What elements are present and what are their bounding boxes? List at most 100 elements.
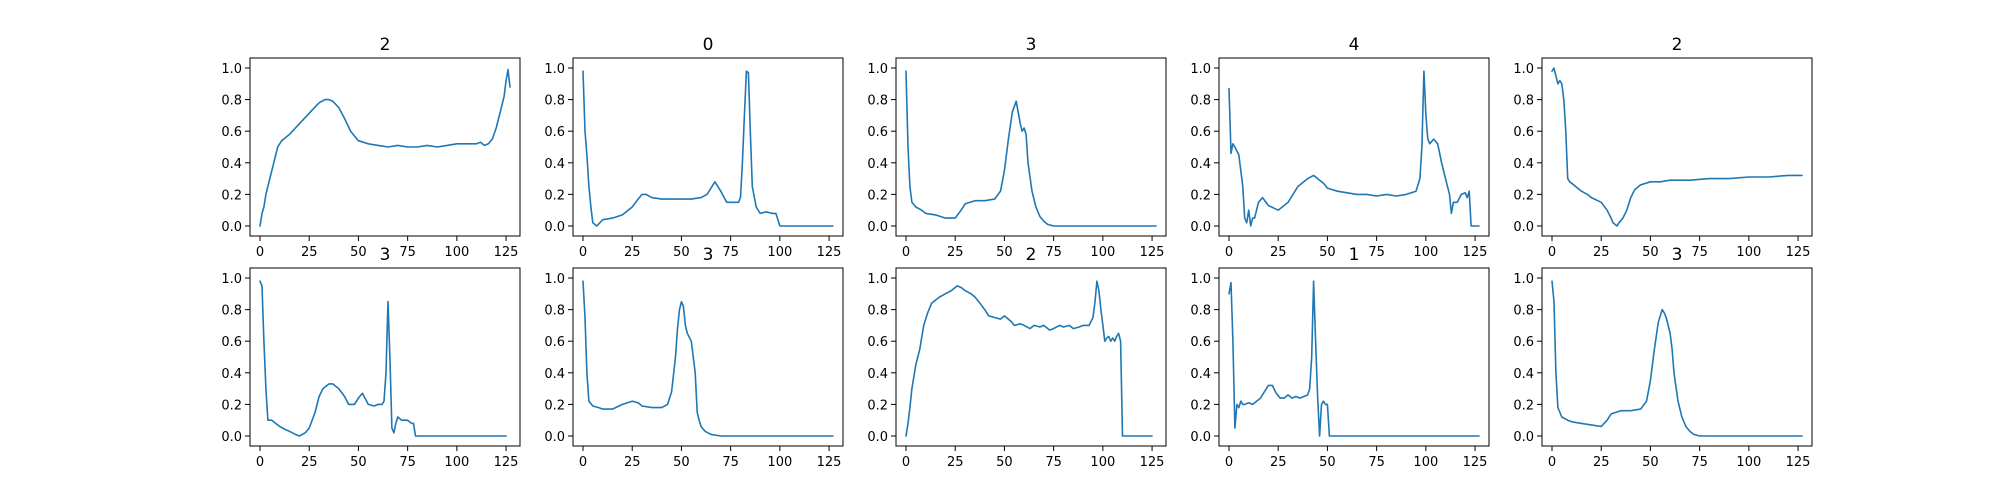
y-tick-label: 0.4 — [1513, 157, 1534, 172]
x-tick-label: 50 — [1319, 455, 1336, 470]
subplot-title: 1 — [1349, 245, 1360, 265]
x-tick-label: 125 — [1786, 455, 1811, 470]
y-tick-label: 0.4 — [221, 157, 242, 172]
x-tick-label: 25 — [1270, 455, 1287, 470]
y-tick-label: 0.2 — [867, 398, 888, 413]
series-line — [1228, 70, 1480, 227]
y-tick-label: 0.0 — [867, 430, 888, 445]
subplot-5: 2 0 25 50 75 100 125 0.0 0.2 0.4 0.6 0.8 1.0 — [1513, 35, 1813, 260]
series-line — [582, 70, 834, 227]
y-tick-label: 1.0 — [221, 62, 242, 77]
axes-frame — [895, 267, 1167, 447]
y-tick-label: 0.0 — [1513, 430, 1534, 445]
x-tick-label: 100 — [767, 455, 792, 470]
x-tick-label: 125 — [1463, 245, 1488, 260]
x-tick-label: 25 — [1270, 245, 1287, 260]
y-tick-label: 0.0 — [544, 220, 565, 235]
x-tick-label: 0 — [579, 245, 587, 260]
y-tick-label: 0.4 — [544, 367, 565, 382]
y-tick-label: 0.0 — [1190, 220, 1211, 235]
subplot-title: 2 — [1672, 35, 1683, 55]
x-tick-label: 50 — [350, 245, 367, 260]
x-tick-label: 100 — [444, 245, 469, 260]
axes-frame — [572, 57, 844, 237]
x-tick-label: 0 — [902, 245, 910, 260]
series-line — [905, 70, 1157, 227]
y-tick-label: 0.4 — [1190, 157, 1211, 172]
x-tick-label: 0 — [579, 455, 587, 470]
x-tick-label: 25 — [947, 455, 964, 470]
series-line — [905, 280, 1153, 437]
series-line — [1551, 67, 1803, 227]
y-tick-label: 0.0 — [221, 220, 242, 235]
x-tick-label: 100 — [1736, 245, 1761, 260]
y-tick-label: 0.8 — [221, 94, 242, 109]
x-tick-label: 125 — [1463, 455, 1488, 470]
y-tick-label: 1.0 — [867, 62, 888, 77]
x-tick-label: 50 — [996, 455, 1013, 470]
y-tick-label: 0.6 — [1190, 335, 1211, 350]
y-tick-label: 0.2 — [544, 188, 565, 203]
axes-frame — [249, 267, 521, 447]
axes-frame — [1218, 57, 1490, 237]
x-tick-label: 0 — [1225, 245, 1233, 260]
series-line — [259, 280, 507, 437]
y-tick-label: 1.0 — [867, 272, 888, 287]
subplot-title: 2 — [1026, 245, 1037, 265]
y-tick-label: 0.6 — [1513, 125, 1534, 140]
x-tick-label: 50 — [350, 455, 367, 470]
y-tick-label: 0.8 — [1190, 94, 1211, 109]
series-line — [1551, 280, 1803, 437]
subplot-10: 3 0 25 50 75 100 125 0.0 0.2 0.4 0.6 0.8 1.0 — [1513, 245, 1813, 470]
x-tick-label: 75 — [1691, 245, 1708, 260]
x-tick-label: 75 — [399, 455, 416, 470]
y-tick-label: 0.2 — [1513, 188, 1534, 203]
series-line — [259, 68, 511, 227]
x-tick-label: 100 — [444, 455, 469, 470]
y-tick-label: 1.0 — [1190, 62, 1211, 77]
subplot-title: 4 — [1349, 35, 1360, 55]
subplot-4: 4 0 25 50 75 100 125 0.0 0.2 0.4 0.6 0.8 1.0 — [1190, 35, 1490, 260]
y-tick-label: 0.8 — [221, 304, 242, 319]
y-tick-label: 0.6 — [544, 125, 565, 140]
subplot-2: 0 0 25 50 75 100 125 0.0 0.2 0.4 0.6 0.8 1.0 — [544, 35, 844, 260]
x-tick-label: 25 — [1593, 455, 1610, 470]
x-tick-label: 25 — [301, 455, 318, 470]
y-tick-label: 1.0 — [221, 272, 242, 287]
x-tick-label: 75 — [1045, 245, 1062, 260]
series-line — [582, 280, 834, 437]
x-tick-label: 0 — [1548, 245, 1556, 260]
y-tick-label: 0.0 — [1513, 220, 1534, 235]
y-tick-label: 0.4 — [221, 367, 242, 382]
y-tick-label: 0.0 — [544, 430, 565, 445]
y-tick-label: 0.8 — [867, 94, 888, 109]
x-tick-label: 75 — [1045, 455, 1062, 470]
y-tick-label: 0.6 — [867, 125, 888, 140]
x-tick-label: 75 — [1368, 455, 1385, 470]
y-tick-label: 0.8 — [1190, 304, 1211, 319]
x-tick-label: 100 — [1736, 455, 1761, 470]
subplot-7: 3 0 25 50 75 100 125 0.0 0.2 0.4 0.6 0.8 1.0 — [544, 245, 844, 470]
axes-frame — [1218, 267, 1490, 447]
y-tick-label: 0.6 — [867, 335, 888, 350]
x-tick-label: 125 — [494, 455, 519, 470]
y-tick-label: 0.2 — [1513, 398, 1534, 413]
x-tick-label: 100 — [1090, 455, 1115, 470]
x-tick-label: 25 — [624, 455, 641, 470]
y-tick-label: 0.4 — [1513, 367, 1534, 382]
subplot-title: 3 — [703, 245, 714, 265]
x-tick-label: 100 — [1090, 245, 1115, 260]
x-tick-label: 50 — [1642, 245, 1659, 260]
y-tick-label: 0.8 — [544, 304, 565, 319]
axes-frame — [895, 57, 1167, 237]
subplot-8: 2 0 25 50 75 100 125 0.0 0.2 0.4 0.6 0.8 1.0 — [867, 245, 1167, 470]
x-tick-label: 25 — [947, 245, 964, 260]
y-tick-label: 0.0 — [867, 220, 888, 235]
x-tick-label: 0 — [256, 245, 264, 260]
x-tick-label: 50 — [1319, 245, 1336, 260]
y-tick-label: 0.4 — [544, 157, 565, 172]
x-tick-label: 50 — [996, 245, 1013, 260]
y-tick-label: 0.6 — [221, 125, 242, 140]
axes-frame — [1541, 267, 1813, 447]
